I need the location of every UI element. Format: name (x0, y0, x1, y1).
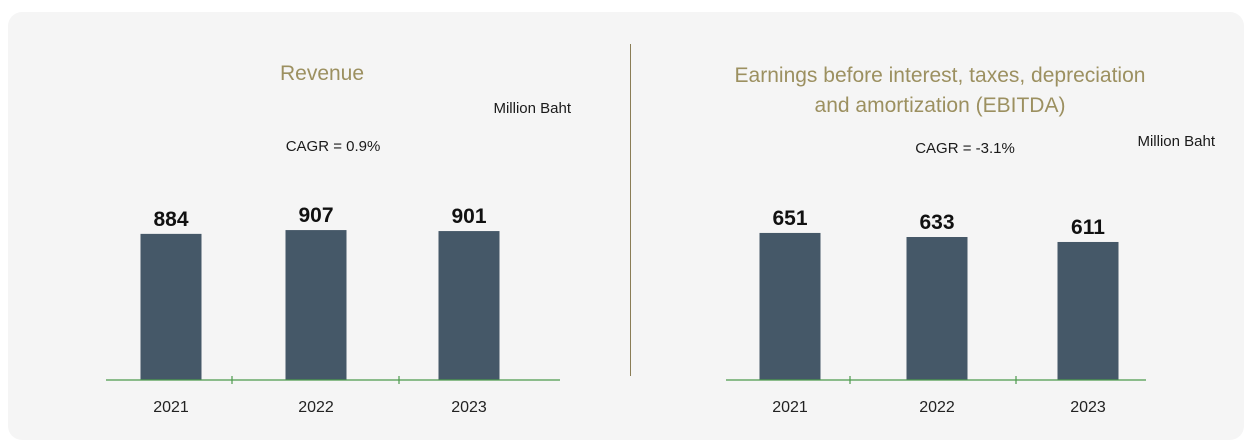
revenue-bar-2021 (140, 233, 202, 380)
chart-panel (8, 12, 1244, 440)
revenue-bar-2023 (438, 231, 500, 380)
revenue-value-label-2023: 901 (451, 205, 486, 228)
ebitda-value-label-2022: 633 (919, 211, 954, 234)
ebitda-value-label-2023: 611 (1071, 216, 1105, 239)
revenue-unit-label: Million Baht (493, 100, 571, 117)
revenue-x-tick-2023: 2023 (451, 399, 487, 416)
ebitda-x-tick-2021: 2021 (772, 399, 808, 416)
ebitda-title-line-1: Earnings before interest, taxes, depreci… (735, 64, 1146, 87)
ebitda-cagr-label: CAGR = -3.1% (915, 140, 1015, 157)
ebitda-value-label-2021: 651 (772, 207, 807, 230)
ebitda-x-tick-2022: 2022 (919, 399, 955, 416)
revenue-value-label-2022: 907 (298, 204, 333, 227)
ebitda-bar-2021 (759, 232, 821, 380)
revenue-cagr-label: CAGR = 0.9% (286, 138, 381, 155)
revenue-value-label-2021: 884 (153, 208, 188, 231)
chart-marks: 884 2021 907 2022 901 2023 651 2021 633 2022 611 20… (106, 204, 1146, 416)
revenue-x-tick-2022: 2022 (298, 399, 334, 416)
ebitda-bar-2022 (906, 237, 968, 380)
revenue-title: Revenue (280, 62, 364, 85)
ebitda-x-tick-2023: 2023 (1070, 399, 1106, 416)
panel-divider (630, 44, 631, 376)
revenue-bar-2022 (285, 230, 347, 380)
ebitda-bar-2023 (1057, 241, 1119, 380)
ebitda-unit-label: Million Baht (1137, 133, 1215, 150)
revenue-x-tick-2021: 2021 (153, 399, 189, 416)
ebitda-title-line-2: and amortization (EBITDA) (815, 94, 1066, 117)
